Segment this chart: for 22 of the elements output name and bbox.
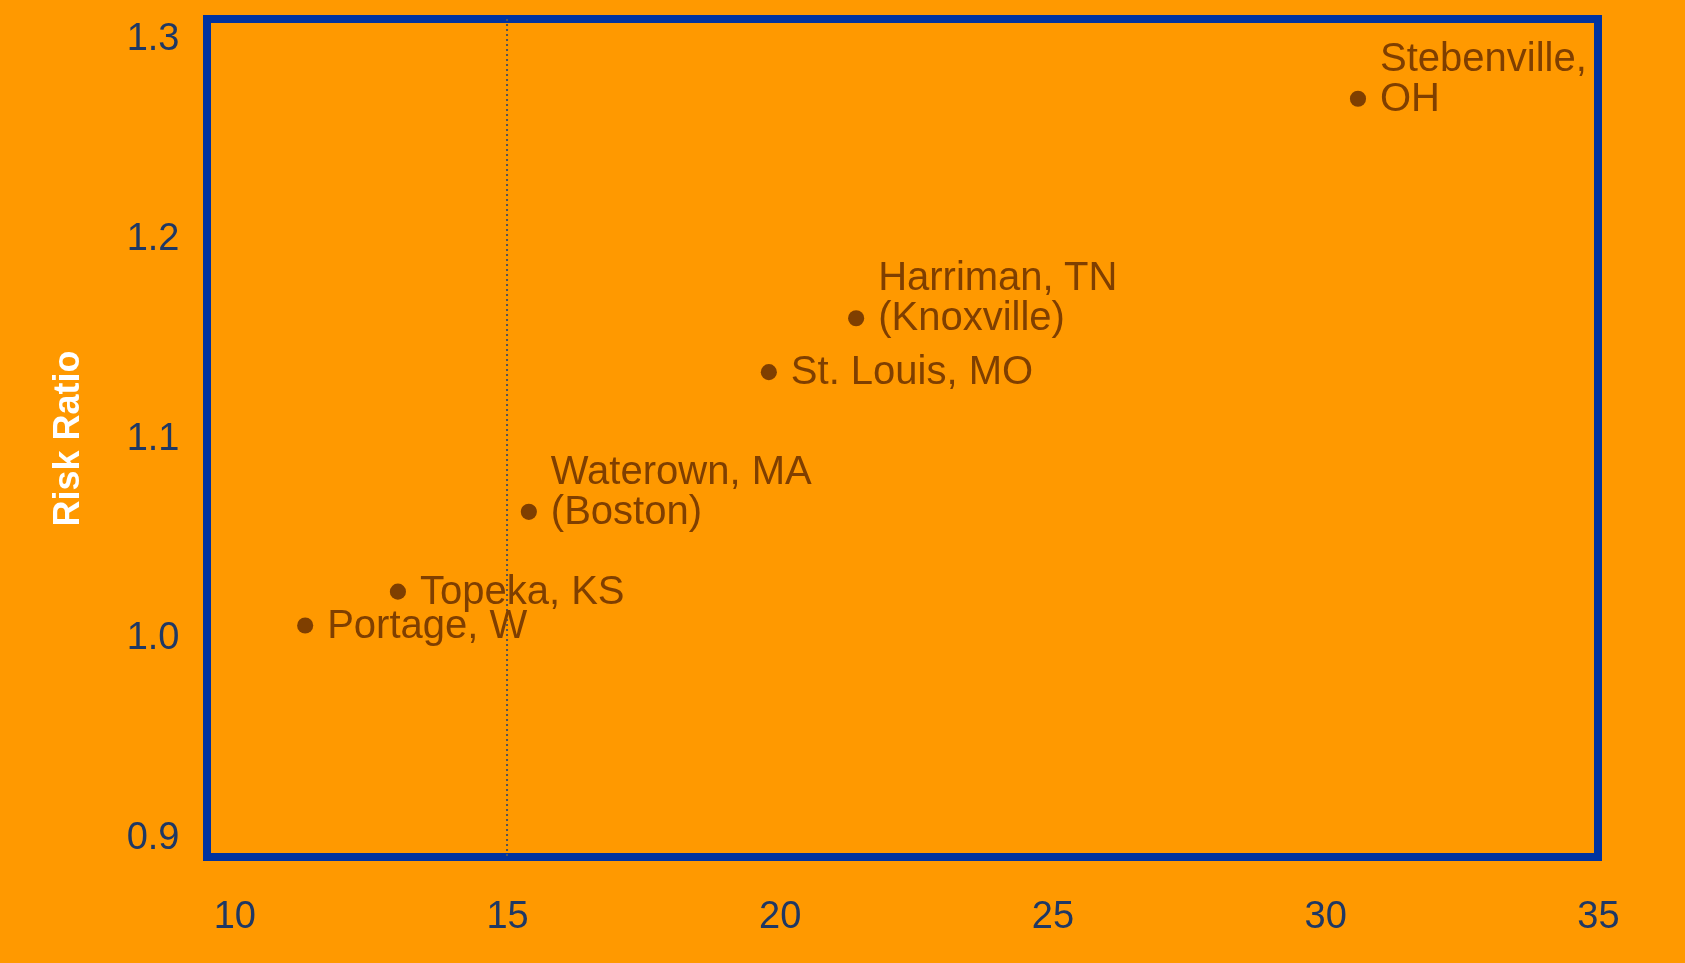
x-tick-label: 25 [1031,893,1075,936]
annotation: St. Louis, MO [790,348,1034,393]
point [389,583,406,600]
y-tick-label: 1.3 [126,16,180,59]
point [1349,90,1367,107]
point [760,364,777,381]
x-tick-label: 15 [486,893,529,936]
point [848,310,865,327]
annotation: Harriman, TN (Knoxville) [878,254,1118,339]
y-axis-title: Risk Ratio [45,350,87,527]
point [297,617,314,634]
x-tick-label: 35 [1577,893,1620,936]
x-tick-label: 30 [1304,893,1347,936]
y-tick-label: 1.1 [126,415,180,458]
y-tick-label: 1.0 [126,615,180,658]
y-tick-label: 0.9 [126,814,180,857]
point [520,503,537,520]
y-tick-label: 1.2 [126,215,180,258]
x-tick-label: 10 [213,893,256,936]
annotation: Stebenville, OH [1379,34,1587,119]
x-tick-label: 20 [759,893,802,936]
annotation: Waterown, MA (Boston) [550,447,812,532]
